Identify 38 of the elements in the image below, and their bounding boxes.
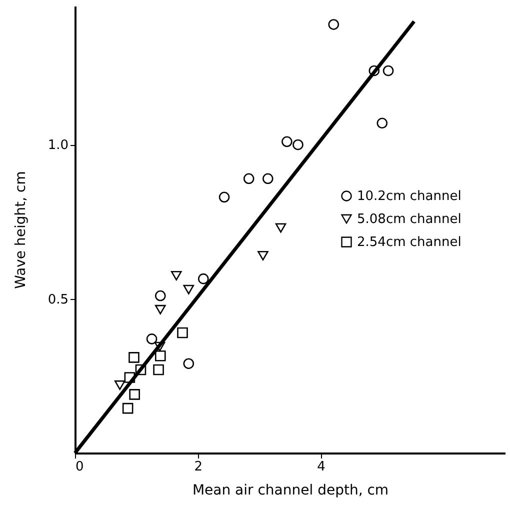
- x-tick-label: 4: [317, 460, 326, 474]
- legend-label: 2.54cm channel: [357, 235, 462, 250]
- point: [128, 352, 140, 363]
- y-tick-label: 0.5: [48, 292, 68, 308]
- x-axis-title: Mean air channel depth, cm: [192, 482, 389, 498]
- point: [154, 350, 166, 362]
- point: [275, 223, 286, 233]
- point: [170, 270, 182, 280]
- point: [124, 372, 136, 383]
- point: [183, 284, 194, 294]
- point: [146, 334, 158, 344]
- x-tick-label: 0: [76, 460, 84, 474]
- x-tick-label: 2: [194, 460, 202, 474]
- point: [243, 173, 254, 184]
- point: [114, 380, 126, 390]
- point: [328, 19, 340, 30]
- point: [183, 358, 194, 369]
- point: [382, 65, 394, 76]
- point: [177, 327, 188, 338]
- legend-label: 5.08cm channel: [357, 212, 462, 227]
- point: [368, 65, 380, 76]
- point: [376, 118, 388, 129]
- point: [282, 136, 292, 148]
- point: [154, 304, 166, 314]
- point: [129, 389, 140, 400]
- point: [135, 364, 146, 376]
- y-axis-title: Wave height, cm: [12, 171, 29, 289]
- point: [122, 402, 134, 414]
- point: [154, 290, 166, 302]
- point: [153, 364, 164, 376]
- legend-label: 10.2cm channel: [357, 189, 462, 204]
- point: [262, 173, 274, 184]
- point: [218, 192, 230, 203]
- point: [198, 273, 209, 284]
- y-tick-label: 1.0: [48, 138, 68, 154]
- point: [258, 250, 268, 260]
- point: [154, 342, 166, 352]
- point: [292, 139, 304, 150]
